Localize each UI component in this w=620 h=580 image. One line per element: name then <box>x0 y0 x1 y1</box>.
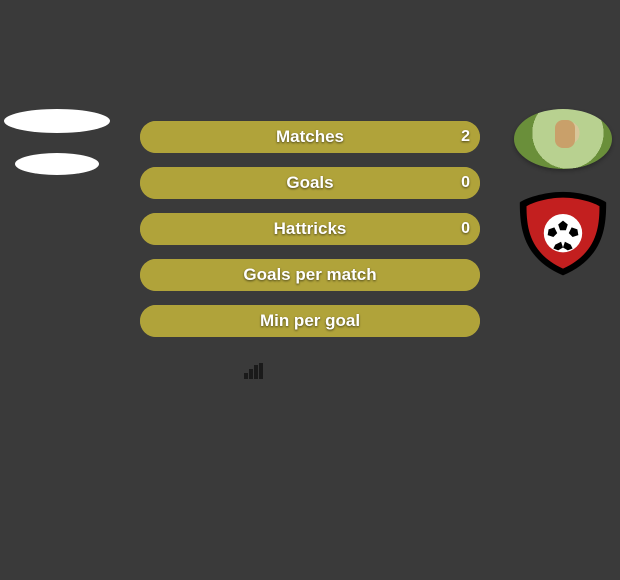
comparison-area: Matches2Goals0Hattricks0Goals per matchM… <box>10 121 610 337</box>
stat-row: Min per goal <box>140 305 480 337</box>
right-club-logo <box>515 189 611 277</box>
comparison-bars: Matches2Goals0Hattricks0Goals per matchM… <box>140 121 480 337</box>
stat-label: Goals <box>140 167 480 199</box>
stat-label: Matches <box>140 121 480 153</box>
stat-label: Hattricks <box>140 213 480 245</box>
stat-value-right: 0 <box>461 213 470 245</box>
stat-row: Matches2 <box>140 121 480 153</box>
left-player-column <box>2 109 112 175</box>
stat-label: Min per goal <box>140 305 480 337</box>
stat-value-right: 0 <box>461 167 470 199</box>
stat-value-right: 2 <box>461 121 470 153</box>
stat-row: Goals per match <box>140 259 480 291</box>
left-club-logo-placeholder <box>15 153 99 175</box>
stat-row: Hattricks0 <box>140 213 480 245</box>
stat-row: Goals0 <box>140 167 480 199</box>
shield-icon <box>515 189 611 277</box>
right-player-photo <box>514 109 612 169</box>
bar-chart-icon <box>244 363 264 379</box>
right-player-column <box>508 109 618 277</box>
stat-label: Goals per match <box>140 259 480 291</box>
left-player-photo-placeholder <box>4 109 110 133</box>
